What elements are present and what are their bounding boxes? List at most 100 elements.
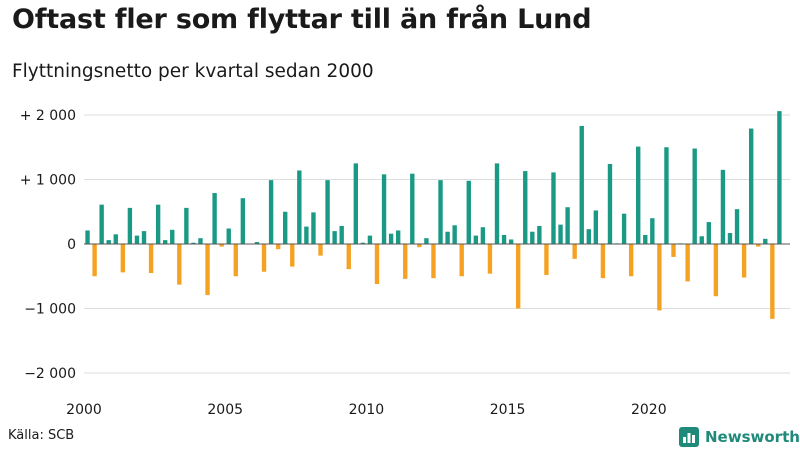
bar <box>452 225 457 244</box>
bar <box>523 171 528 244</box>
bar <box>85 230 90 244</box>
bar <box>205 244 210 295</box>
bars <box>85 111 782 319</box>
bar <box>325 180 330 244</box>
y-axis: + 2 000 + 1 000 0 −1 000 −2 000 <box>20 108 76 382</box>
y-tick-label: + 1 000 <box>20 173 76 189</box>
x-tick-label: 2015 <box>490 402 526 418</box>
bar <box>438 180 443 244</box>
bar <box>92 244 97 277</box>
bar <box>353 163 358 244</box>
source-note: Källa: SCB <box>8 428 75 443</box>
bar <box>346 244 351 270</box>
bar <box>657 244 662 311</box>
bar <box>381 174 387 244</box>
chart-title: Oftast fler som flyttar till än från Lun… <box>12 4 592 35</box>
bar <box>628 244 634 277</box>
bar <box>579 125 584 244</box>
bar <box>544 244 549 275</box>
y-tick-label: −1 000 <box>24 302 76 318</box>
bar <box>706 222 711 244</box>
bar <box>621 213 627 244</box>
brand-name: Newsworthy <box>705 428 800 446</box>
bar <box>261 244 267 272</box>
bar <box>636 146 641 244</box>
bar <box>494 163 500 244</box>
bar <box>318 244 323 256</box>
bar <box>410 173 415 244</box>
bar <box>403 244 408 279</box>
bar <box>537 225 542 244</box>
bar <box>607 164 613 244</box>
bar <box>141 231 147 244</box>
bar <box>643 234 648 244</box>
bar <box>395 230 401 244</box>
bar <box>699 236 704 244</box>
x-tick-label: 2010 <box>349 402 385 418</box>
bar <box>374 244 380 284</box>
bar <box>304 226 309 244</box>
bar <box>551 172 556 244</box>
bar <box>170 229 175 244</box>
bar <box>163 240 168 244</box>
bar <box>134 235 140 244</box>
bar <box>501 234 507 244</box>
bar <box>113 234 118 244</box>
bar <box>734 209 740 244</box>
bar <box>388 233 394 244</box>
bar <box>558 224 563 244</box>
bar <box>311 212 316 244</box>
x-tick-label: 2000 <box>66 402 102 418</box>
bar <box>445 231 450 244</box>
bar <box>473 235 479 244</box>
bar <box>593 210 599 244</box>
bar <box>191 242 196 244</box>
y-tick-label: 0 <box>67 237 76 253</box>
bar <box>748 128 754 244</box>
bar <box>480 227 486 244</box>
bar <box>155 204 161 244</box>
bar <box>226 228 231 244</box>
bar <box>106 240 111 244</box>
bar <box>685 244 690 282</box>
bar <box>466 180 471 244</box>
bar <box>297 170 302 244</box>
bar <box>600 244 606 279</box>
bar <box>530 231 535 244</box>
bar <box>756 244 761 247</box>
bar <box>254 242 260 244</box>
bar <box>565 207 570 244</box>
bar <box>424 238 429 244</box>
bar <box>283 211 288 244</box>
bar <box>339 225 344 244</box>
bar <box>508 239 514 244</box>
bar <box>240 198 246 244</box>
bar <box>572 244 577 259</box>
x-tick-label: 2005 <box>207 402 243 418</box>
bar <box>459 244 464 277</box>
bar <box>332 231 337 244</box>
bar <box>275 244 281 250</box>
bar <box>177 244 182 285</box>
bar <box>586 229 591 244</box>
bar <box>692 148 697 244</box>
bar <box>763 238 768 244</box>
bar <box>431 244 436 279</box>
bar <box>120 244 126 273</box>
bar <box>720 169 726 244</box>
bar <box>417 244 422 248</box>
chart-subtitle: Flyttningsnetto per kvartal sedan 2000 <box>12 61 374 82</box>
bar <box>268 180 274 244</box>
bar <box>671 244 676 257</box>
x-tick-label: 2020 <box>631 402 667 418</box>
bar <box>727 233 733 244</box>
bar <box>212 193 217 244</box>
bar-chart-icon <box>679 427 699 447</box>
bar <box>148 244 154 274</box>
y-tick-label: −2 000 <box>24 366 76 382</box>
bar <box>360 242 366 244</box>
newsworthy-logo: Newsworthy <box>679 426 800 448</box>
bar <box>99 204 104 244</box>
bar <box>664 147 669 244</box>
